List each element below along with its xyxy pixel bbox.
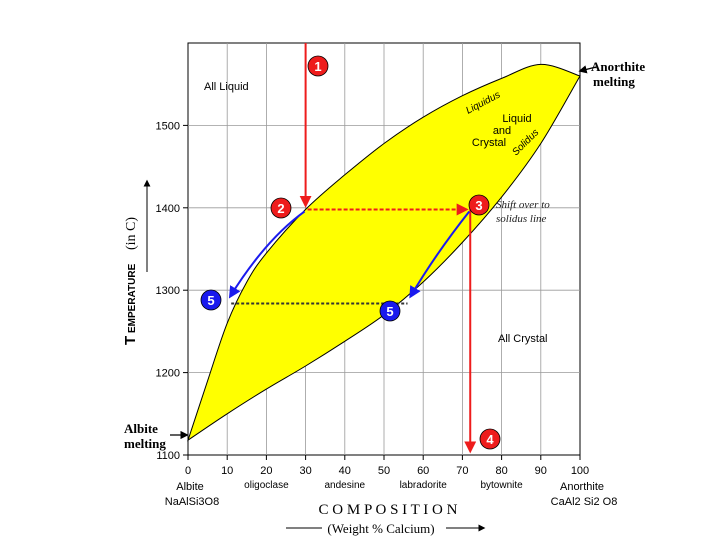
step-number: 5: [386, 304, 393, 319]
x-tick-label: 70: [456, 465, 468, 477]
anorthite-formula: CaAl2 Si2 O8: [551, 496, 618, 508]
y-axis-label-initial: T: [122, 336, 139, 345]
step-badge: [307, 55, 329, 77]
albite-formula: NaAlSi3O8: [165, 496, 219, 508]
step-number: 2: [277, 201, 284, 216]
mineral-label: labradorite: [400, 480, 448, 491]
y-axis-label-rest: EMPERATURE: [127, 263, 138, 333]
anorthite-name: Anorthite: [560, 481, 604, 493]
region-label-all-crystal: All Crystal: [498, 333, 548, 345]
step-number: 1: [314, 59, 321, 74]
step-badge: [479, 428, 501, 450]
x-axis-title: C O M P O S I T I O N: [319, 502, 458, 518]
anorthite-melting-line1: Anorthite: [591, 59, 645, 74]
step-badge: [379, 300, 401, 322]
albite-melting-line1: Albite: [124, 421, 158, 436]
y-tick-label: 1100: [156, 450, 180, 462]
mineral-names: oligoclase andesine labradorite bytownite: [244, 480, 523, 491]
step-badge: [270, 197, 292, 219]
anorthite-melting-arrow: [578, 65, 597, 74]
mineral-label: bytownite: [480, 480, 523, 491]
shift-annotation-line2: solidus line: [496, 213, 547, 225]
x-tick-label: 50: [378, 465, 390, 477]
step-number: 3: [475, 198, 482, 213]
x-tick-label: 60: [417, 465, 429, 477]
mineral-label: oligoclase: [244, 480, 289, 491]
mineral-label: andesine: [325, 480, 366, 491]
x-tick-label: 90: [535, 465, 547, 477]
two-phase-region: [187, 63, 581, 442]
x-tick-label: 20: [260, 465, 272, 477]
region-label-and: and: [493, 125, 511, 137]
albite-name: Albite: [176, 481, 204, 493]
x-tick-label: 10: [221, 465, 233, 477]
albite-melting-line2: melting: [124, 436, 166, 451]
anorthite-melting-line2: melting: [593, 74, 635, 89]
x-tick-label: 30: [299, 465, 311, 477]
x-tick-label: 100: [571, 465, 589, 477]
step-badge: [468, 194, 490, 216]
shift-annotation-line1: Shift over to: [496, 199, 550, 211]
cooling-path: 1 2 3 4 5 5: [200, 43, 501, 454]
x-axis-subtitle: (Weight % Calcium): [327, 521, 434, 536]
region-label-liquid-word: Liquid: [502, 113, 531, 125]
x-tick-label: 0: [185, 465, 191, 477]
axis-ticks: 0 10 20 30 40 50 60 70 80 90 100 1100 1200 1300 1400 15…: [156, 120, 590, 477]
y-tick-label: 1400: [156, 203, 180, 215]
step-number: 4: [486, 432, 494, 447]
blue-liquidus-arrow: [228, 210, 306, 299]
y-axis-title: T EMPERATURE (in C): [122, 217, 139, 345]
y-tick-label: 1500: [156, 120, 180, 132]
blue-solidus-arrow: [409, 210, 471, 299]
region-label-crystal: Crystal: [472, 137, 506, 149]
x-tick-label: 80: [495, 465, 507, 477]
step-badge: [200, 289, 222, 311]
x-tick-label: 40: [339, 465, 351, 477]
y-tick-label: 1300: [156, 285, 180, 297]
region-label-liquid: All Liquid: [204, 81, 249, 93]
y-tick-label: 1200: [156, 368, 180, 380]
step-number: 5: [207, 293, 214, 308]
y-axis-unit: (in C): [124, 217, 139, 250]
